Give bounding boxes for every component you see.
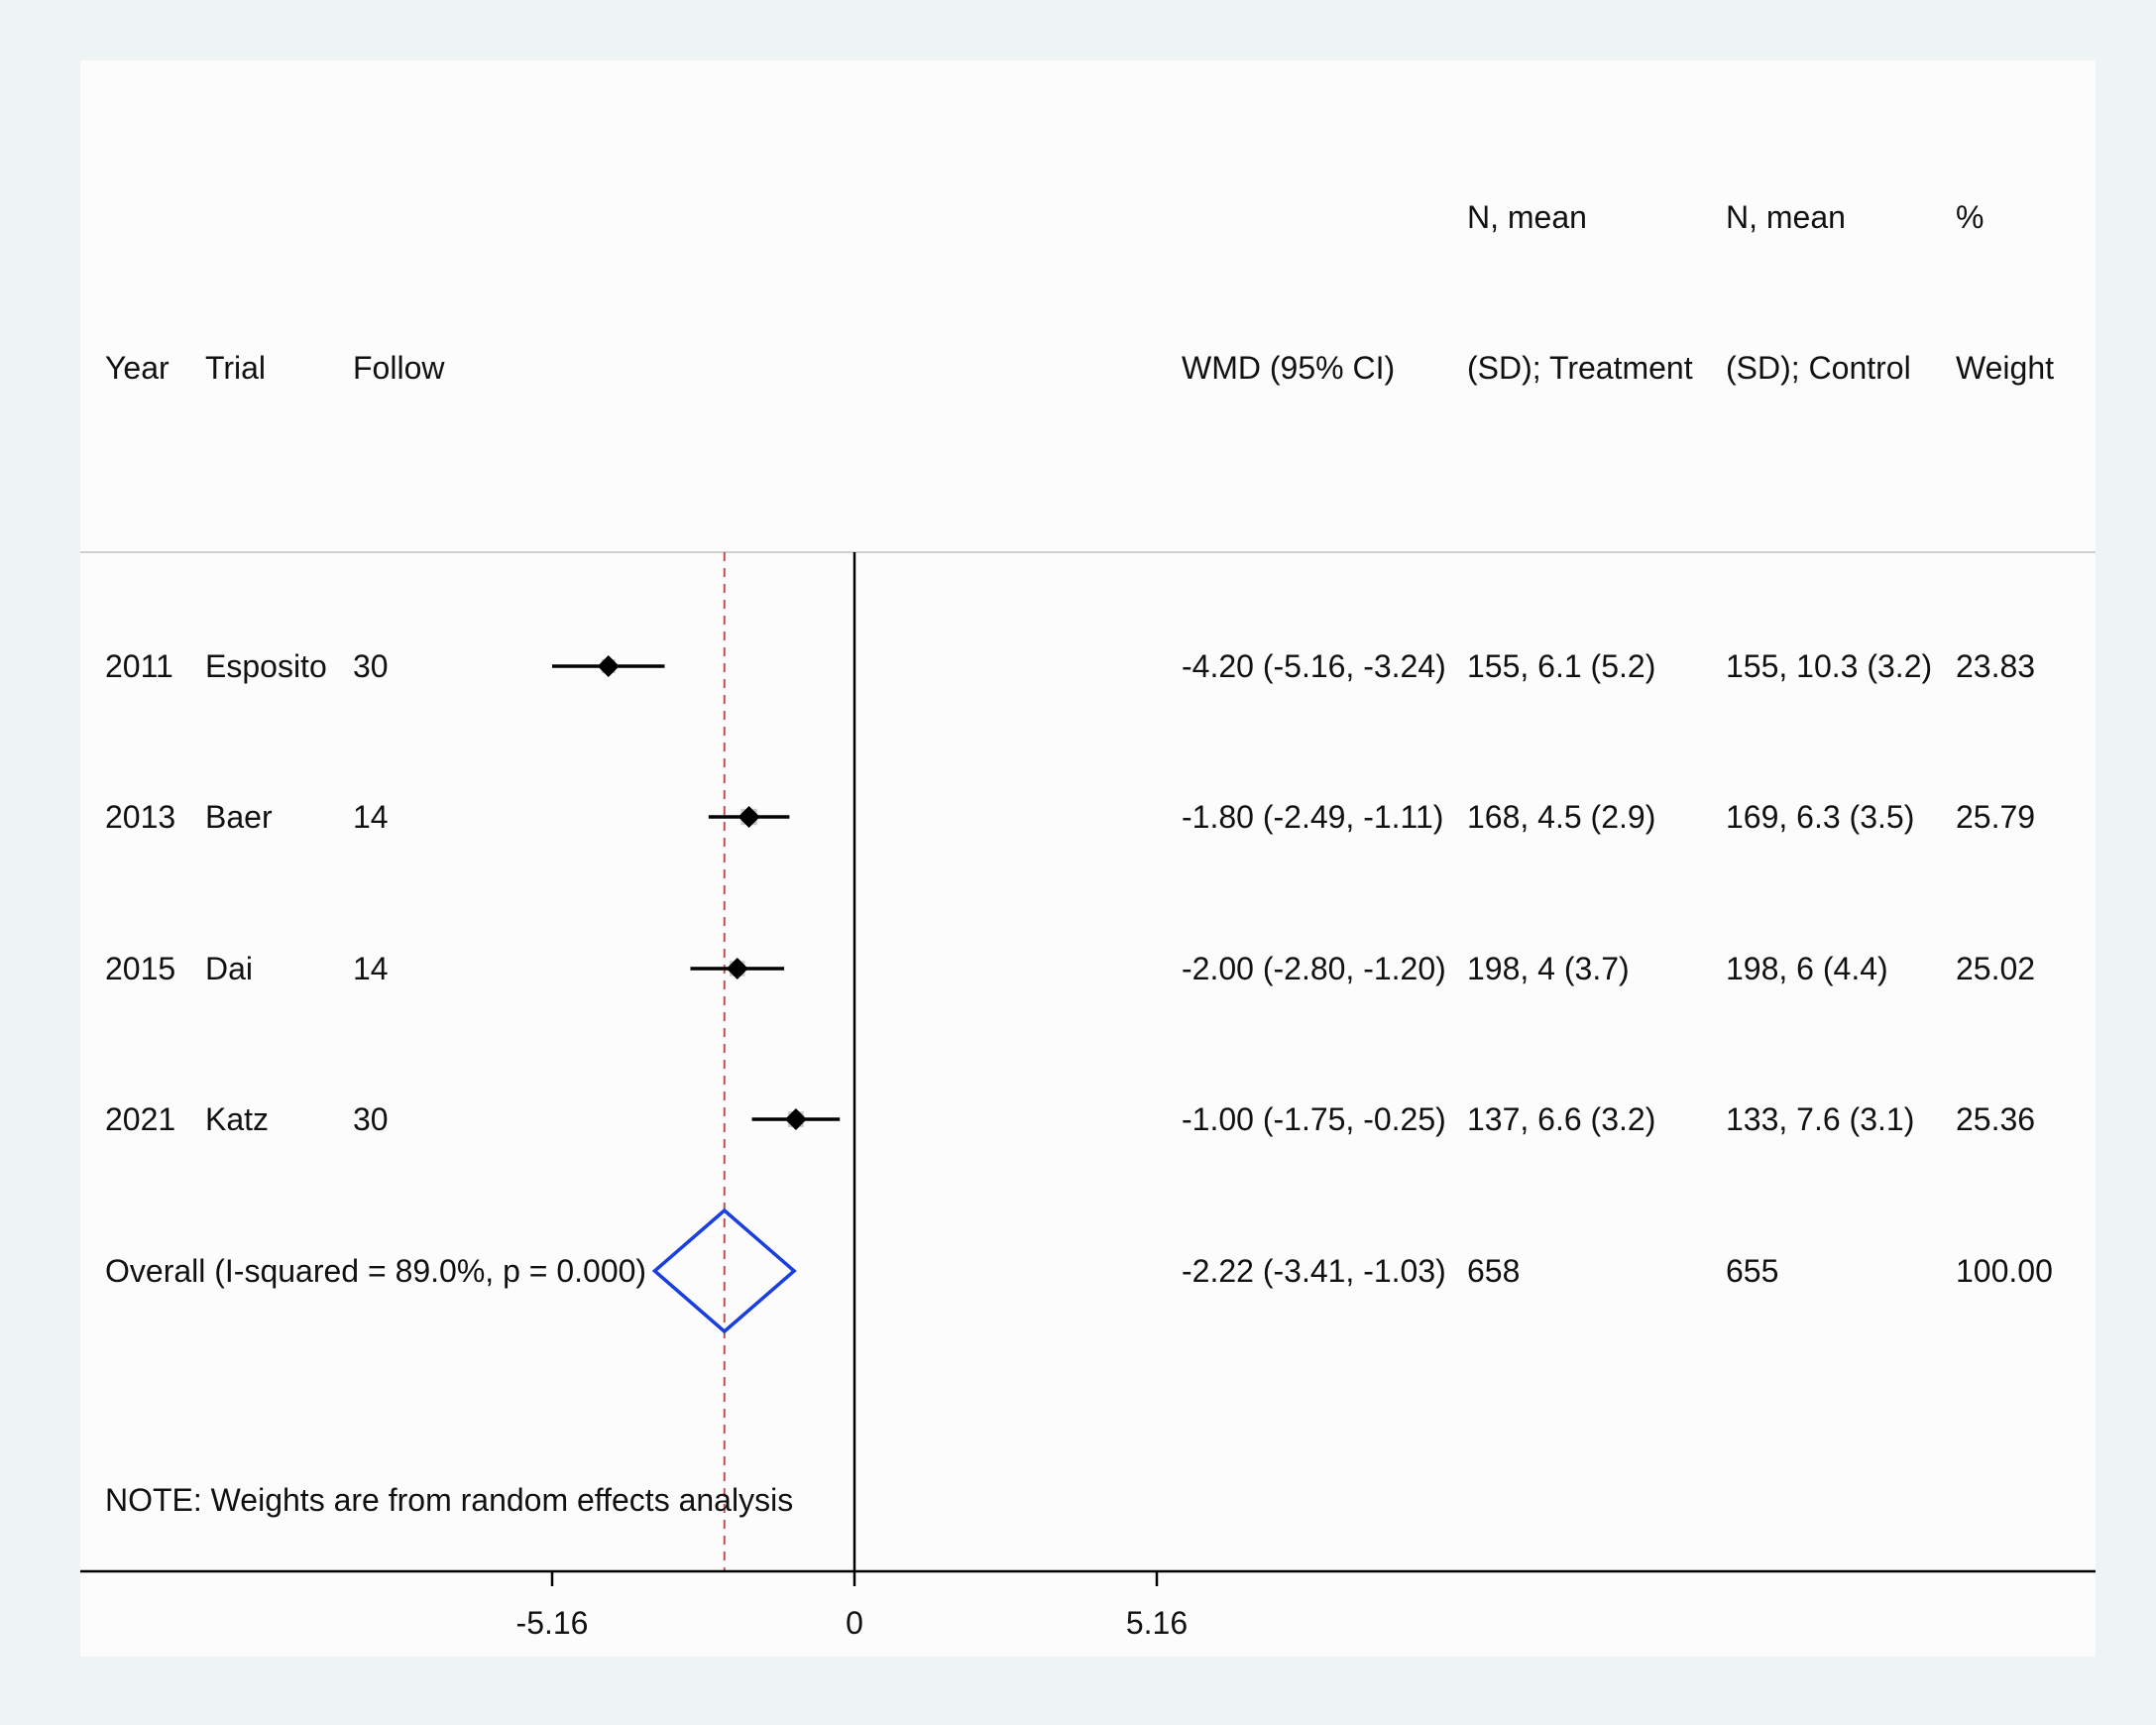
header-row-1: N, mean N, mean % — [1467, 199, 1984, 235]
study-weight: 25.79 — [1956, 799, 2035, 835]
study-row: 2011 Esposito 30 -4.20 (-5.16, -3.24) 155, 6… — [105, 648, 2035, 684]
study-point-marker — [597, 655, 620, 677]
study-control: 169, 6.3 (3.5) — [1726, 799, 1914, 835]
study-wmd-ci: -1.00 (-1.75, -0.25) — [1182, 1101, 1446, 1137]
study-control: 155, 10.3 (3.2) — [1726, 648, 1932, 684]
study-trial: Katz — [205, 1101, 269, 1137]
overall-weight: 100.00 — [1956, 1253, 2053, 1289]
random-effects-note: NOTE: Weights are from random effects an… — [105, 1482, 793, 1518]
overall-treatment: 658 — [1467, 1253, 1520, 1289]
study-follow: 14 — [353, 799, 389, 835]
study-wmd-ci: -2.00 (-2.80, -1.20) — [1182, 951, 1446, 986]
study-row: 2015 Dai 14 -2.00 (-2.80, -1.20) 198, 4 (3.7… — [105, 951, 2035, 986]
header-trial: Trial — [205, 350, 266, 386]
overall-control: 655 — [1726, 1253, 1778, 1289]
overall-diamond — [651, 1208, 797, 1334]
header-wmd: WMD (95% CI) — [1182, 350, 1395, 386]
study-point-marker — [738, 806, 760, 828]
x-tick-label: 5.16 — [1126, 1605, 1188, 1641]
overall-row: Overall (I-squared = 89.0%, p = 0.000) -2… — [105, 1208, 2053, 1334]
study-follow: 14 — [353, 951, 389, 986]
study-control: 198, 6 (4.4) — [1726, 951, 1888, 986]
study-rows: 2011 Esposito 30 -4.20 (-5.16, -3.24) 155, 6… — [105, 648, 2035, 1137]
study-follow: 30 — [353, 1101, 389, 1137]
study-row: 2013 Baer 14 -1.80 (-2.49, -1.11) 168, 4.5 (… — [105, 799, 2035, 835]
study-point-marker — [784, 1108, 807, 1130]
study-year: 2011 — [105, 648, 173, 684]
study-year: 2015 — [105, 951, 175, 986]
study-trial: Baer — [205, 799, 273, 835]
overall-wmd-ci: -2.22 (-3.41, -1.03) — [1182, 1253, 1446, 1289]
x-tick-label: 0 — [846, 1605, 863, 1641]
study-row: 2021 Katz 30 -1.00 (-1.75, -0.25) 137, 6.6 (… — [105, 1101, 2035, 1137]
study-weight: 23.83 — [1956, 648, 2035, 684]
header-control-sd: (SD); Control — [1726, 350, 1911, 386]
study-wmd-ci: -1.80 (-2.49, -1.11) — [1182, 799, 1443, 835]
header-treatment-sd: (SD); Treatment — [1467, 350, 1693, 386]
header-control-n: N, mean — [1726, 199, 1846, 235]
header-follow: Follow — [353, 350, 445, 386]
x-tick-label: -5.16 — [516, 1605, 589, 1641]
study-trial: Dai — [205, 951, 253, 986]
overall-label: Overall (I-squared = 89.0%, p = 0.000) — [105, 1253, 646, 1289]
x-axis-ticks: -5.16 0 5.16 — [516, 1571, 1188, 1641]
study-weight: 25.02 — [1956, 951, 2035, 986]
study-follow: 30 — [353, 648, 389, 684]
header-year: Year — [105, 350, 170, 386]
study-treatment: 198, 4 (3.7) — [1467, 951, 1630, 986]
header-weight: Weight — [1956, 350, 2054, 386]
plot-panel — [80, 60, 2096, 1657]
study-weight: 25.36 — [1956, 1101, 2035, 1137]
study-wmd-ci: -4.20 (-5.16, -3.24) — [1182, 648, 1446, 684]
header-weight-pct: % — [1956, 199, 1984, 235]
header-row-2: Year Trial Follow WMD (95% CI) (SD); Tre… — [105, 350, 2054, 386]
study-control: 133, 7.6 (3.1) — [1726, 1101, 1914, 1137]
study-treatment: 168, 4.5 (2.9) — [1467, 799, 1655, 835]
study-trial: Esposito — [205, 648, 327, 684]
study-year: 2013 — [105, 799, 175, 835]
study-year: 2021 — [105, 1101, 175, 1137]
study-treatment: 137, 6.6 (3.2) — [1467, 1101, 1655, 1137]
study-point-marker — [726, 958, 748, 979]
study-treatment: 155, 6.1 (5.2) — [1467, 648, 1655, 684]
header-treatment-n: N, mean — [1467, 199, 1587, 235]
